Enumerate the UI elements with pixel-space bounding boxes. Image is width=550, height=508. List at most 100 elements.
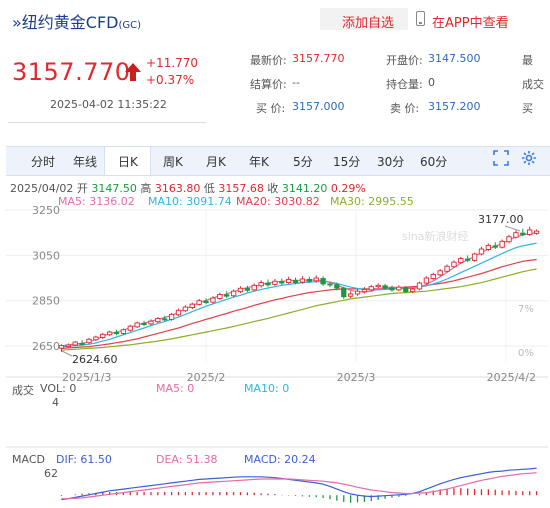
candle-body bbox=[182, 306, 189, 312]
candle-body bbox=[258, 282, 264, 287]
candle-body bbox=[79, 342, 85, 345]
candle-body bbox=[141, 322, 147, 326]
candle-body bbox=[368, 286, 374, 291]
position-value: 0 bbox=[428, 76, 435, 89]
x-tick-label: 2025/4/2 bbox=[487, 371, 536, 384]
candle-body bbox=[230, 290, 237, 297]
candle-body bbox=[334, 284, 340, 289]
candle-body bbox=[313, 277, 319, 282]
macd-dif-line bbox=[61, 467, 537, 501]
fullscreen-icon[interactable] bbox=[493, 150, 509, 170]
tab-year-k[interactable]: 年K bbox=[249, 155, 269, 169]
x-tick-label: 2025/3 bbox=[337, 371, 376, 384]
candle-body bbox=[292, 279, 299, 284]
page-title: »纽约黄金CFD(GC) bbox=[12, 9, 141, 33]
divider bbox=[8, 122, 206, 123]
candle-body bbox=[224, 294, 230, 297]
y-tick-label: 2650 bbox=[32, 340, 60, 353]
tab-fenshi[interactable]: 分时 bbox=[31, 155, 56, 169]
vol-ma10: MA10: 0 bbox=[244, 382, 290, 395]
candle-body bbox=[513, 232, 519, 238]
candle-body bbox=[347, 293, 354, 297]
tab-5min[interactable]: 5分 bbox=[293, 155, 313, 169]
candle-body bbox=[162, 318, 168, 321]
open-app-link[interactable]: 在APP中查看 bbox=[432, 16, 509, 31]
latest-value: 3157.770 bbox=[292, 52, 345, 65]
candle-body bbox=[175, 309, 182, 316]
change-percent: +0.37% bbox=[146, 73, 195, 87]
candle-body bbox=[279, 281, 285, 284]
macd-dea-line bbox=[61, 472, 537, 500]
title-code: (GC) bbox=[118, 20, 142, 31]
candle-body bbox=[306, 278, 312, 282]
candle-body bbox=[251, 284, 257, 291]
candle-body bbox=[341, 287, 347, 298]
settle-label: 结算价: bbox=[250, 78, 287, 91]
macd-dif: DIF: 61.50 bbox=[56, 453, 112, 466]
candle-body bbox=[485, 244, 492, 250]
candle-body bbox=[265, 282, 271, 286]
latest-label: 最新价: bbox=[250, 54, 287, 67]
ma5-line bbox=[61, 232, 537, 347]
candle-body bbox=[506, 236, 512, 243]
candle-body bbox=[196, 300, 202, 305]
y-tick-label: 3250 bbox=[32, 204, 60, 217]
add-favorite-button[interactable]: 添加自选 bbox=[342, 16, 395, 31]
ohlc-low: 3157.68 bbox=[218, 182, 264, 195]
x-tick-label: 2025/2 bbox=[187, 371, 226, 384]
vol-ma5: MA5: 0 bbox=[156, 382, 195, 395]
candle-body bbox=[527, 229, 533, 235]
ma30-info: MA30: 2995.55 bbox=[330, 195, 414, 208]
tab-15min[interactable]: 15分 bbox=[333, 155, 361, 169]
ohlc-date: 2025/04/02 bbox=[10, 182, 74, 195]
candle-body bbox=[286, 278, 292, 284]
candle-body bbox=[409, 288, 416, 293]
candle-body bbox=[423, 277, 430, 284]
ma10-line bbox=[61, 242, 537, 348]
volume-label-text: 成交 bbox=[12, 384, 34, 397]
candle-body bbox=[113, 332, 120, 335]
candle-body bbox=[403, 287, 409, 293]
watermark: sina新浪财经 bbox=[402, 229, 469, 243]
tab-month-k[interactable]: 月K bbox=[206, 155, 226, 169]
current-price: 3157.770 bbox=[12, 58, 131, 86]
candle-body bbox=[465, 258, 471, 261]
buy-value: 3157.000 bbox=[292, 100, 345, 113]
candle-body bbox=[106, 331, 113, 336]
candle-body bbox=[451, 261, 457, 268]
candle-body bbox=[155, 317, 161, 323]
sell-value: 3157.200 bbox=[428, 100, 481, 113]
tab-week-k[interactable]: 周K bbox=[163, 155, 183, 169]
sell-label: 卖 价: bbox=[390, 102, 420, 115]
candle-body bbox=[100, 333, 106, 338]
open-label: 开盘价: bbox=[386, 54, 423, 67]
tab-30min[interactable]: 30分 bbox=[377, 155, 405, 169]
candle-body bbox=[272, 280, 278, 285]
ohlc-high-label: 高 bbox=[140, 182, 152, 195]
candle-body bbox=[203, 300, 209, 304]
ma20-info: MA20: 3030.82 bbox=[236, 195, 320, 208]
candle-body bbox=[361, 288, 368, 293]
ma30-line bbox=[61, 268, 537, 351]
macd-value: MACD: 20.24 bbox=[244, 453, 316, 466]
title-prefix-icon: » bbox=[12, 13, 22, 32]
candle-body bbox=[217, 293, 223, 299]
candle-body bbox=[499, 240, 505, 248]
ohlc-open-label: 开 bbox=[76, 182, 88, 195]
phone-icon-button bbox=[419, 22, 422, 24]
candle-body bbox=[120, 329, 127, 334]
tab-nianxian[interactable]: 年线 bbox=[73, 155, 98, 169]
candle-body bbox=[86, 338, 92, 344]
candle-body bbox=[471, 253, 478, 261]
candle-body bbox=[492, 245, 498, 248]
gear-icon[interactable] bbox=[521, 150, 537, 170]
title-text: 纽约黄金CFD bbox=[21, 13, 119, 32]
tab-day-k[interactable]: 日K bbox=[118, 155, 138, 169]
tab-60min[interactable]: 60分 bbox=[420, 155, 448, 169]
ohlc-pct: 0.29% bbox=[330, 182, 366, 195]
pct-tick-label: 0% bbox=[518, 348, 534, 359]
candle-body bbox=[437, 270, 443, 276]
candle-body bbox=[244, 288, 251, 291]
ma20-line bbox=[61, 258, 537, 349]
